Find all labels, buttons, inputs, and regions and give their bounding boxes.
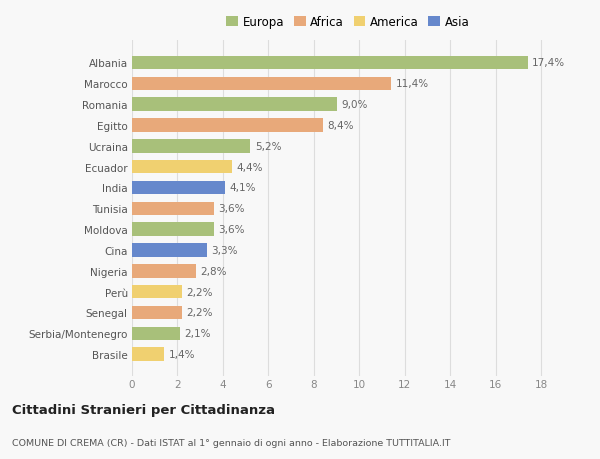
Bar: [132, 140, 250, 153]
Bar: [132, 181, 225, 195]
Bar: [132, 285, 182, 299]
Text: 3,6%: 3,6%: [218, 224, 245, 235]
Text: 2,2%: 2,2%: [187, 287, 213, 297]
Bar: [132, 306, 182, 319]
Bar: [132, 244, 207, 257]
Text: 8,4%: 8,4%: [328, 121, 354, 131]
Text: 3,6%: 3,6%: [218, 204, 245, 214]
Bar: [132, 327, 180, 341]
Text: COMUNE DI CREMA (CR) - Dati ISTAT al 1° gennaio di ogni anno - Elaborazione TUTT: COMUNE DI CREMA (CR) - Dati ISTAT al 1° …: [12, 438, 451, 447]
Text: Cittadini Stranieri per Cittadinanza: Cittadini Stranieri per Cittadinanza: [12, 403, 275, 416]
Text: 3,3%: 3,3%: [212, 246, 238, 255]
Text: 9,0%: 9,0%: [341, 100, 368, 110]
Bar: [132, 119, 323, 133]
Text: 5,2%: 5,2%: [255, 141, 281, 151]
Text: 4,1%: 4,1%: [230, 183, 256, 193]
Text: 4,4%: 4,4%: [236, 162, 263, 172]
Bar: [132, 223, 214, 236]
Bar: [132, 202, 214, 216]
Legend: Europa, Africa, America, Asia: Europa, Africa, America, Asia: [224, 14, 472, 31]
Text: 11,4%: 11,4%: [396, 79, 429, 89]
Bar: [132, 347, 164, 361]
Bar: [132, 161, 232, 174]
Text: 2,1%: 2,1%: [184, 329, 211, 339]
Text: 17,4%: 17,4%: [532, 58, 565, 68]
Text: 1,4%: 1,4%: [169, 349, 195, 359]
Bar: [132, 77, 391, 91]
Bar: [132, 264, 196, 278]
Text: 2,8%: 2,8%: [200, 266, 227, 276]
Bar: [132, 98, 337, 112]
Text: 2,2%: 2,2%: [187, 308, 213, 318]
Bar: [132, 56, 527, 70]
